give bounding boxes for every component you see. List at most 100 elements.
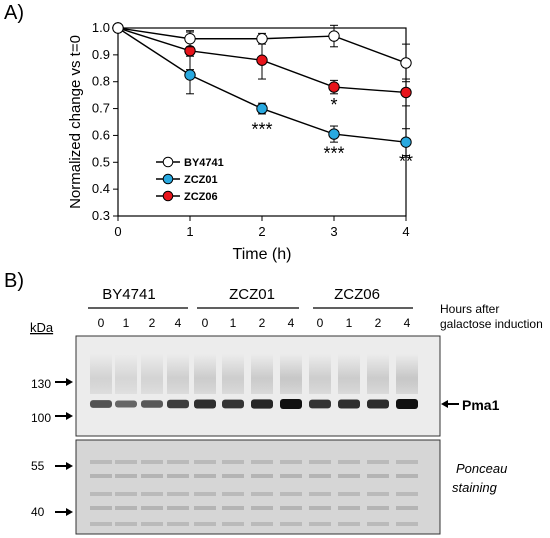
ponceau-band [396, 460, 418, 464]
lane-smear [222, 354, 244, 394]
ponceau-band [222, 522, 244, 526]
lane-smear [115, 354, 137, 394]
lane-hour-label: 4 [404, 316, 411, 330]
lane-hour-label: 2 [149, 316, 156, 330]
pma1-band [367, 399, 389, 409]
y-axis-title: Normalized change vs t=0 [67, 35, 84, 209]
ponceau-band [367, 492, 389, 496]
ponceau-band [222, 506, 244, 510]
legend-marker-zcz01 [162, 173, 174, 185]
ponceau-band [396, 474, 418, 478]
marker-130-arrow-head [66, 378, 73, 386]
pma1-band [141, 400, 163, 408]
ponceau-band [141, 522, 163, 526]
y-tick-label: 1.0 [92, 20, 110, 35]
ponceau-band [90, 506, 112, 510]
data-point-zcz01 [184, 69, 196, 81]
data-point-zcz01 [400, 136, 412, 148]
data-point-zcz06 [400, 86, 412, 99]
ponceau-band [309, 522, 331, 526]
pma1-band [222, 399, 244, 409]
kda-label: kDa [30, 320, 54, 335]
pma1-band [396, 399, 418, 409]
ponceau-band [280, 506, 302, 510]
ponceau-band [280, 474, 302, 478]
ponceau-band [194, 492, 216, 496]
pma1-band [115, 400, 137, 408]
pma1-band [167, 399, 189, 409]
data-point-by4741 [184, 33, 196, 45]
lane-smear [194, 354, 216, 394]
marker-55-label: 55 [31, 459, 45, 473]
x-tick-label: 2 [258, 224, 265, 239]
data-point-zcz01 [328, 128, 340, 140]
ponceau-band [90, 460, 112, 464]
ponceau-band [115, 506, 137, 510]
x-axis-title: Time (h) [233, 246, 292, 263]
legend-marker-zcz06 [162, 190, 174, 202]
ponceau-band [115, 522, 137, 526]
pma1-band [309, 399, 331, 409]
ponceau-band [338, 522, 360, 526]
blot-lower-panel [75, 439, 441, 535]
pma1-band [251, 399, 273, 409]
ponceau-band [367, 506, 389, 510]
legend-label-zcz01: ZCZ01 [184, 174, 218, 186]
ponceau-band [251, 492, 273, 496]
lane-smear [280, 354, 302, 394]
ponceau-band [251, 460, 273, 464]
ponceau-band [367, 460, 389, 464]
ponceau-label-line1: Ponceau [456, 461, 507, 476]
marker-55-arrow-head [66, 462, 73, 470]
strain-label-zcz06: ZCZ06 [334, 286, 380, 303]
hours-caption-line1: Hours after [440, 302, 499, 316]
ponceau-band [396, 492, 418, 496]
ponceau-band [280, 522, 302, 526]
ponceau-band [167, 460, 189, 464]
lane-hour-label: 1 [123, 316, 130, 330]
y-tick-label: 0.4 [92, 181, 110, 196]
lane-smear [251, 354, 273, 394]
hours-caption-line2: galactose induction [440, 317, 543, 331]
ponceau-band [167, 522, 189, 526]
ponceau-band [309, 474, 331, 478]
lane-smear [367, 354, 389, 394]
ponceau-band [141, 474, 163, 478]
lane-smear [167, 354, 189, 394]
lane-hour-label: 0 [98, 316, 105, 330]
ponceau-band [338, 474, 360, 478]
x-tick-label: 1 [186, 224, 193, 239]
significance-marker: * [330, 95, 337, 115]
ponceau-band [194, 522, 216, 526]
ponceau-band [280, 492, 302, 496]
ponceau-label-line2: staining [452, 480, 498, 495]
lane-hour-label: 0 [317, 316, 324, 330]
line-chart: 0.30.40.50.60.70.80.91.00 1 2 3 4******* **BY… [67, 20, 413, 263]
legend-label-zcz06: ZCZ06 [184, 191, 218, 203]
lane-smear [90, 354, 112, 394]
ponceau-band [90, 522, 112, 526]
ponceau-band [167, 506, 189, 510]
lane-hour-label: 0 [202, 316, 209, 330]
ponceau-band [194, 460, 216, 464]
legend-marker-by4741 [162, 156, 174, 168]
x-tick-label: 0 [114, 224, 121, 239]
ponceau-band [194, 506, 216, 510]
ponceau-band [222, 474, 244, 478]
ponceau-band [115, 460, 137, 464]
ponceau-band [338, 460, 360, 464]
y-tick-label: 0.9 [92, 47, 110, 62]
lane-hour-label: 1 [230, 316, 237, 330]
marker-40-arrow-head [66, 508, 73, 516]
ponceau-band [396, 522, 418, 526]
marker-130-label: 130 [31, 377, 51, 391]
ponceau-band [251, 474, 273, 478]
ponceau-band [367, 522, 389, 526]
ponceau-band [396, 506, 418, 510]
y-tick-label: 0.3 [92, 208, 110, 223]
marker-40-label: 40 [31, 505, 45, 519]
lane-hour-label: 1 [346, 316, 353, 330]
lane-smear [309, 354, 331, 394]
pma1-band [90, 400, 112, 408]
